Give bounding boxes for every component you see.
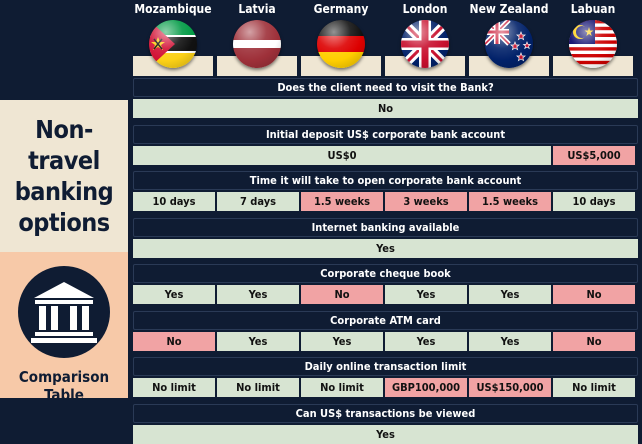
answer-cell: Yes [217, 332, 299, 351]
country-name-mozambique: Mozambique [134, 2, 212, 16]
answer-cell: Yes [133, 285, 215, 304]
title-line-1: Non-travel [28, 115, 100, 175]
answer-cell-merged: Yes [133, 239, 638, 258]
question-header: Initial deposit US$ corporate bank accou… [133, 125, 638, 144]
new-zealand-flag-icon [485, 20, 533, 68]
mozambique-flag-icon [149, 20, 197, 68]
title-line-2: banking [14, 177, 114, 206]
uk-flag-icon [401, 20, 449, 68]
answer-cell: US$5,000 [553, 146, 635, 165]
question-header: Internet banking available [133, 218, 638, 237]
country-name-germany: Germany [313, 2, 369, 16]
answer-cell: No limit [553, 378, 635, 397]
answer-cell: Yes [385, 285, 467, 304]
answer-cell-merged: No [133, 99, 638, 118]
subtitle: Comparison Table [18, 368, 110, 404]
question-header: Can US$ transactions be viewed [133, 404, 638, 423]
question-header: Daily online transaction limit [133, 357, 638, 376]
page-title: Non-travel banking options [0, 114, 128, 238]
answer-cell: No [301, 285, 383, 304]
answer-cell: 1.5 weeks [301, 192, 383, 211]
answer-cell: 3 weeks [385, 192, 467, 211]
germany-flag-icon [317, 20, 365, 68]
answer-cell: 10 days [133, 192, 215, 211]
answer-cell: 10 days [553, 192, 635, 211]
answer-cell: GBP100,000 [385, 378, 467, 397]
malaysia-flag-icon [569, 20, 617, 68]
left-panel: Non-travel banking options Comparison Ta… [0, 0, 128, 434]
answer-cell: Yes [469, 285, 551, 304]
subtitle-panel: Comparison Table [0, 252, 128, 404]
answer-cell: No [553, 285, 635, 304]
answer-cell: US$150,000 [469, 378, 551, 397]
title-line-3: options [18, 208, 110, 237]
answer-cell: No [133, 332, 215, 351]
answer-cell: Yes [385, 332, 467, 351]
answer-cell: 1.5 weeks [469, 192, 551, 211]
country-name-london: London [402, 2, 448, 16]
latvia-flag-icon [233, 20, 281, 68]
answer-cell: US$0 [133, 146, 551, 165]
answer-cell: No limit [217, 378, 299, 397]
question-header: Corporate cheque book [133, 264, 638, 283]
answer-cell: 7 days [217, 192, 299, 211]
country-name-new-zealand: New Zealand [469, 2, 549, 16]
question-header: Corporate ATM card [133, 311, 638, 330]
answer-cell: Yes [469, 332, 551, 351]
question-header: Time it will take to open corporate bank… [133, 171, 638, 190]
title-panel: Non-travel banking options [0, 100, 128, 252]
answer-cell: No limit [133, 378, 215, 397]
answer-cell: Yes [217, 285, 299, 304]
answer-cell: Yes [301, 332, 383, 351]
answer-cell: No limit [301, 378, 383, 397]
answer-cell-merged: Yes [133, 425, 638, 444]
country-name-labuan: Labuan [570, 2, 616, 16]
question-header: Does the client need to visit the Bank? [133, 78, 638, 97]
answer-cell: No [553, 332, 635, 351]
bank-building-icon [18, 266, 110, 358]
country-name-latvia: Latvia [238, 2, 276, 16]
